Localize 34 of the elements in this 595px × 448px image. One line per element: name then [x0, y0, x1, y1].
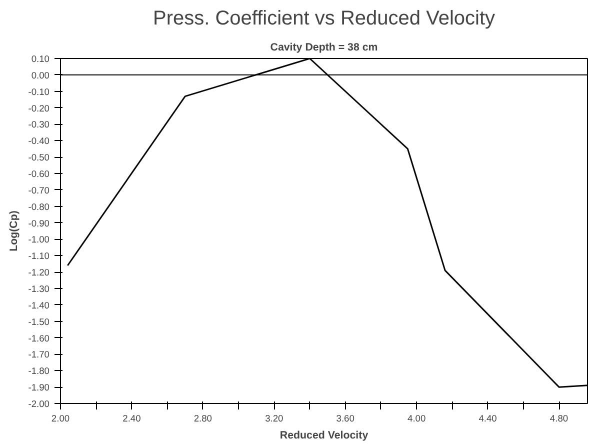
y-tick-label: 0.10: [31, 54, 50, 64]
y-tick-label: -1.00: [28, 234, 50, 245]
y-tick-label: -2.00: [28, 399, 50, 409]
x-tick-label: 3.60: [336, 414, 354, 424]
chart-title: Press. Coefficient vs Reduced Velocity: [152, 8, 496, 30]
x-tick-label: 4.00: [408, 414, 426, 424]
x-tick-label: 3.20: [265, 414, 284, 424]
x-tick-label: 2.40: [122, 414, 141, 424]
y-tick-label: -1.10: [28, 251, 50, 262]
y-tick-label: -1.30: [28, 284, 50, 294]
y-axis-title: Log(Cp): [8, 210, 20, 252]
y-tick-label: 0.00: [31, 70, 50, 80]
x-tick-label: 4.80: [550, 414, 568, 424]
x-tick-label: 4.40: [478, 414, 497, 424]
y-tick-label: -0.80: [28, 202, 50, 212]
y-tick-label: -0.70: [28, 185, 50, 196]
y-tick-label: -0.60: [28, 169, 50, 179]
y-tick-label: -0.40: [28, 136, 50, 146]
y-tick-label: -0.20: [28, 103, 50, 114]
y-tick-label: -0.10: [28, 86, 50, 97]
x-axis-title: Reduced Velocity: [280, 430, 368, 442]
y-tick-label: -1.50: [28, 316, 50, 327]
y-tick-label: -1.70: [28, 350, 50, 360]
chart-subtitle: Cavity Depth = 38 cm: [270, 42, 378, 54]
y-tick-label: -1.40: [28, 300, 50, 310]
y-tick-label: -0.90: [28, 218, 50, 228]
x-tick-label: 2.80: [194, 414, 212, 424]
y-tick-label: -1.90: [28, 382, 50, 393]
y-tick-label: -1.20: [28, 268, 50, 278]
y-tick-label: -1.60: [28, 333, 50, 344]
x-tick-label: 2.00: [51, 414, 70, 424]
y-tick-label: -1.80: [28, 366, 50, 376]
y-tick-label: -0.50: [28, 152, 50, 163]
y-tick-label: -0.30: [28, 120, 50, 130]
